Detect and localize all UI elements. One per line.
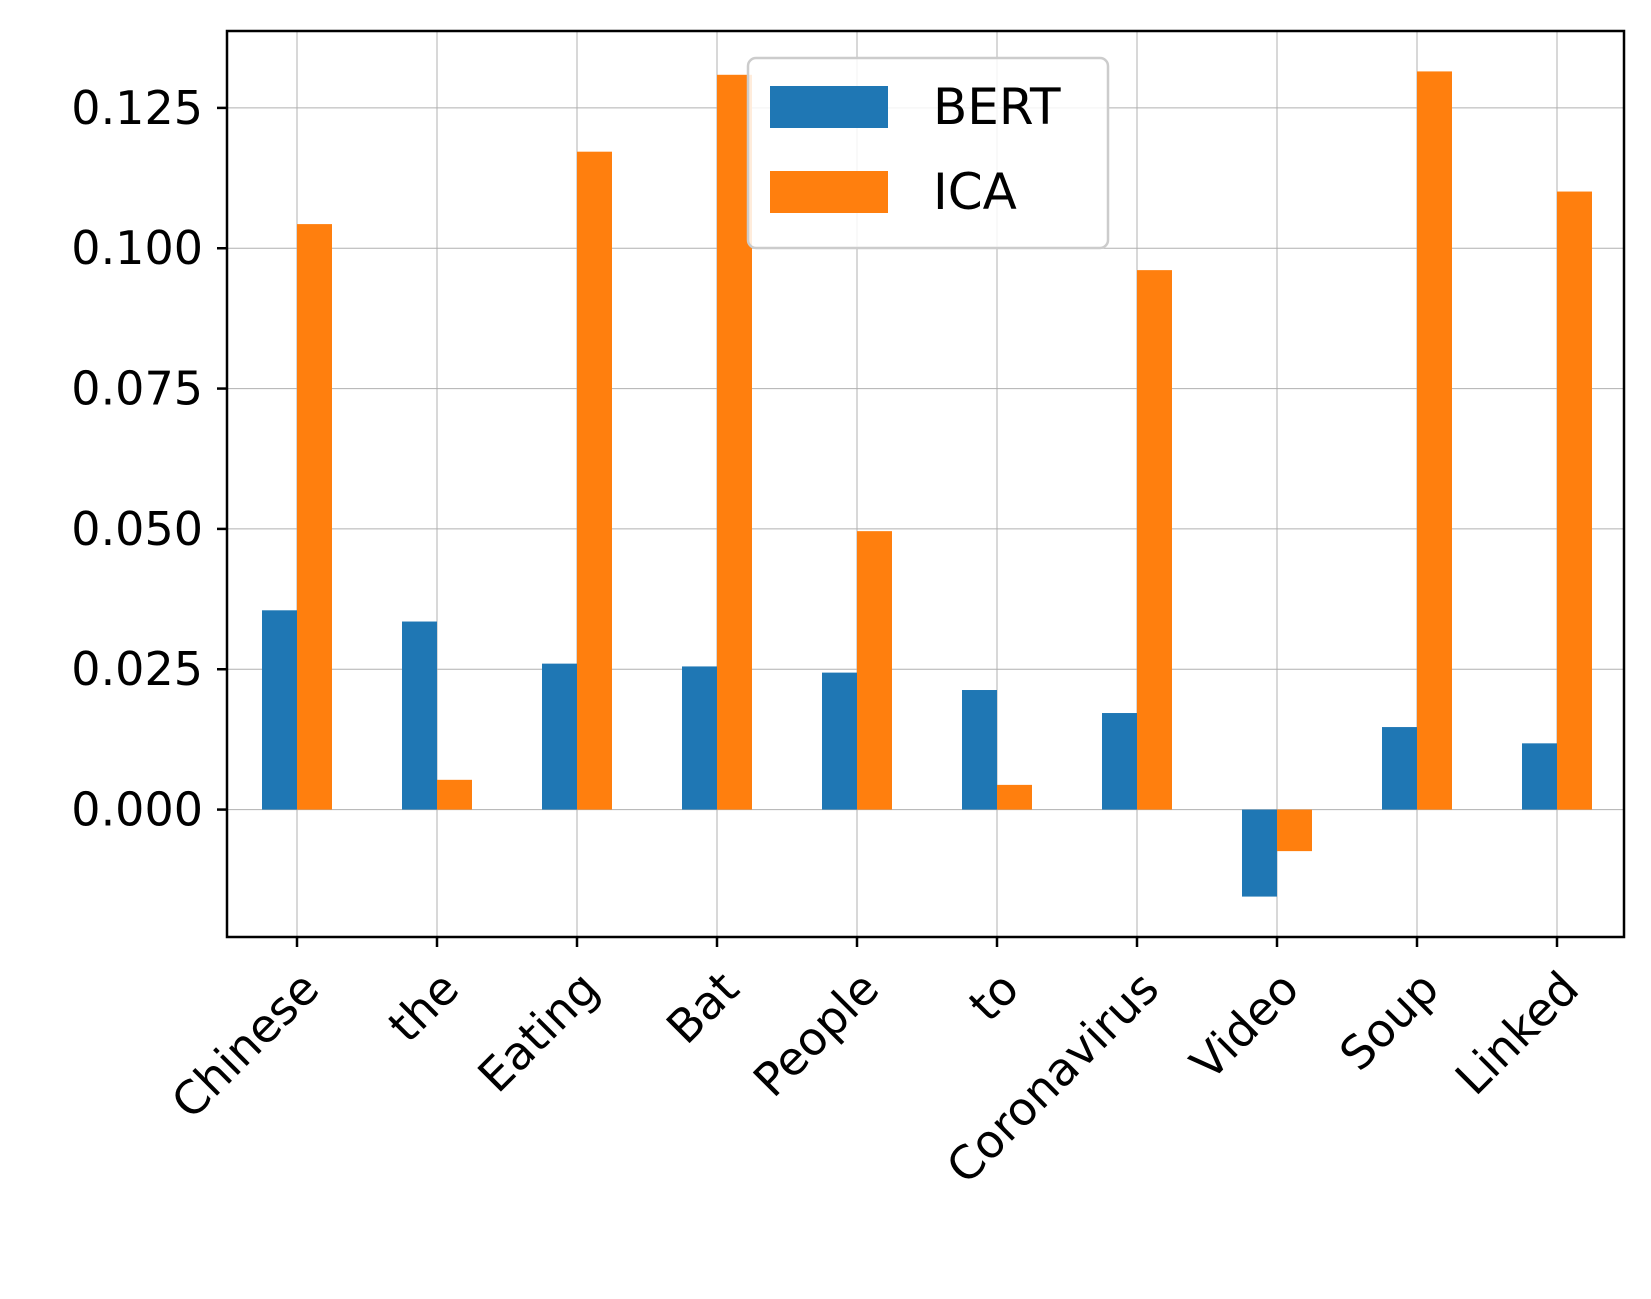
bar-ica-soup [1417, 71, 1452, 809]
y-tick-label: 0.100 [71, 221, 203, 275]
x-tick-label: Chinese [161, 961, 329, 1129]
bar-bert-bat [682, 666, 717, 809]
x-tick-label: Eating [467, 961, 609, 1103]
bar-ica-people [857, 531, 892, 809]
bar-bert-coronavirus [1102, 713, 1137, 810]
x-tick-label: to [958, 961, 1029, 1032]
bar-bert-chinese [262, 610, 297, 809]
x-tick-label: Linked [1445, 961, 1589, 1105]
legend: BERT ICA [748, 58, 1108, 248]
bar-ica-the [437, 780, 472, 810]
bar-bert-the [402, 622, 437, 810]
bar-ica-linked [1557, 192, 1592, 810]
bar-bert-linked [1522, 743, 1557, 809]
bar-ica-to [997, 785, 1032, 810]
bar-bert-eating [542, 664, 577, 810]
y-tick-label: 0.050 [71, 502, 203, 556]
bar-ica-coronavirus [1137, 270, 1172, 809]
y-tick-label: 0.000 [71, 783, 203, 837]
x-tick-label: People [743, 961, 889, 1107]
bar-bert-people [822, 673, 857, 810]
y-tick-label: 0.025 [71, 642, 203, 696]
bar-bert-to [962, 690, 997, 810]
legend-swatch-bert [770, 86, 888, 128]
y-axis: 0.000 0.025 0.050 0.075 0.100 0.125 [71, 81, 227, 837]
bar-bert-video [1242, 810, 1277, 897]
x-axis: ChinesetheEatingBatPeopletoCoronavirusVi… [161, 937, 1589, 1194]
bar-bert-soup [1382, 727, 1417, 810]
legend-label-ica: ICA [933, 163, 1017, 221]
x-tick-label: Bat [656, 961, 749, 1054]
y-tick-label: 0.125 [71, 81, 203, 135]
x-tick-label: the [378, 961, 470, 1053]
x-tick-label: Video [1180, 961, 1309, 1090]
legend-label-bert: BERT [933, 78, 1061, 136]
y-tick-label: 0.075 [71, 362, 203, 416]
legend-swatch-ica [770, 171, 888, 213]
bar-ica-video [1277, 810, 1312, 852]
bar-ica-chinese [297, 224, 332, 809]
bar-ica-eating [577, 152, 612, 810]
x-tick-label: Soup [1329, 961, 1449, 1081]
